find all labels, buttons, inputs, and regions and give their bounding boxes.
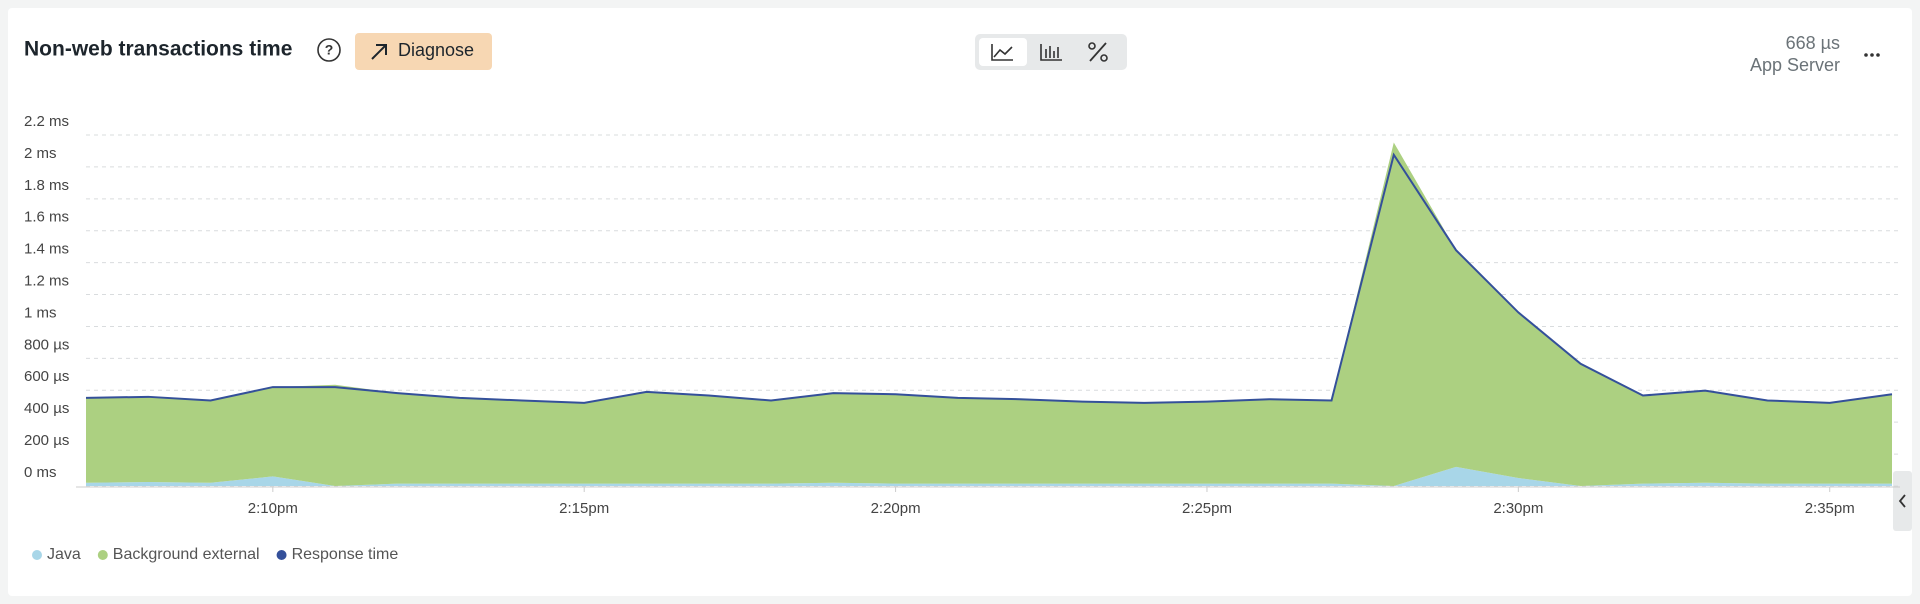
x-tick-label: 2:25pm [1182, 500, 1232, 517]
y-tick-label: 1.6 ms [24, 209, 69, 226]
area [86, 466, 1892, 486]
legend-label: Background external [113, 546, 260, 563]
area [86, 142, 1892, 486]
collapse-bg[interactable] [1893, 471, 1912, 531]
legend-swatch [276, 550, 287, 560]
legend-label: Java [47, 546, 81, 563]
menu-dot[interactable] [1870, 53, 1874, 57]
collapse-tab[interactable] [1893, 471, 1912, 531]
percent-icon[interactable] [1089, 42, 1107, 62]
y-tick-label: 1.4 ms [24, 241, 69, 258]
x-tick-label: 2:35pm [1805, 500, 1855, 517]
menu-dot[interactable] [1864, 53, 1868, 57]
view-toggle[interactable] [975, 34, 1127, 70]
legend-label: Response time [292, 546, 399, 563]
y-tick-label: 0 ms [24, 464, 57, 481]
percent-dot[interactable] [1088, 42, 1096, 50]
y-tick-label: 1.2 ms [24, 273, 69, 290]
y-tick-label: 2.2 ms [24, 113, 69, 130]
chart-title: Non-web transactions time [24, 38, 292, 61]
bar-chart-icon[interactable] [1040, 44, 1062, 61]
diagnose-button[interactable]: Diagnose [355, 33, 492, 70]
legend-swatch [32, 550, 42, 560]
line [85, 152, 1893, 404]
summary-label: App Server [1750, 55, 1840, 75]
summary-value: 668 µs [1786, 33, 1840, 53]
y-tick-label: 200 µs [24, 432, 69, 449]
y-tick-label: 600 µs [24, 368, 69, 385]
more-menu[interactable] [1864, 53, 1880, 57]
y-tick-label: 800 µs [24, 336, 69, 353]
legend-swatch [97, 550, 108, 560]
menu-dot[interactable] [1876, 53, 1880, 57]
collapse-arrow[interactable] [1898, 494, 1906, 508]
x-tick-label: 2:30pm [1493, 500, 1543, 517]
diagnose-bg[interactable] [355, 33, 492, 70]
help-glyph[interactable]: ? [325, 42, 334, 58]
help-icon[interactable]: ? [317, 38, 341, 62]
y-tick-label: 2 ms [24, 145, 57, 162]
help-circle[interactable] [317, 38, 341, 62]
y-tick-label: 400 µs [24, 400, 69, 417]
diagnose-label[interactable]: Diagnose [398, 40, 474, 60]
x-tick-label: 2:15pm [559, 500, 609, 517]
y-tick-label: 1.8 ms [24, 177, 69, 194]
y-tick-label: 1 ms [24, 304, 57, 321]
diagnose-arrow[interactable] [371, 44, 387, 60]
x-tick-label: 2:10pm [248, 500, 298, 517]
line-chart-icon[interactable] [991, 44, 1013, 61]
x-tick-label: 2:20pm [871, 500, 921, 517]
percent-dot[interactable] [1100, 54, 1108, 62]
